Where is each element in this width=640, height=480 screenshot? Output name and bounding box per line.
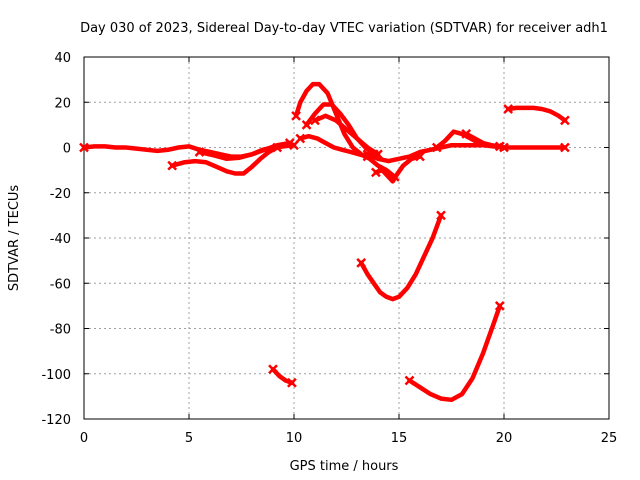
marker-stroke (79, 142, 89, 153)
series-line-s11 (463, 131, 503, 149)
marker-stroke (295, 133, 306, 144)
x-tick-label: 20 (496, 431, 513, 446)
y-tick-label: 40 (54, 51, 71, 66)
marker-stroke (284, 138, 295, 148)
axis-ticks: 0 5 10 15 20 25 -120 -100 -80 -60 -40 -20 0 20 40 (41, 51, 617, 446)
series-endpoint-marker (404, 375, 415, 386)
x-tick-label: 5 (185, 431, 193, 446)
series-line-s7 (312, 113, 381, 157)
series-endpoint-marker (415, 151, 425, 162)
x-tick-label: 0 (80, 431, 88, 446)
grid (84, 57, 609, 419)
marker-stroke (194, 147, 205, 157)
y-tick-label: -120 (41, 413, 71, 428)
y-axis-label: SDTVAR / TECUs (7, 185, 22, 292)
marker-stroke (301, 119, 312, 130)
series-endpoint-marker (301, 119, 312, 130)
series-line-s3 (197, 140, 293, 162)
marker-stroke (404, 375, 415, 386)
x-tick-label: 25 (601, 431, 618, 446)
series-endpoint-marker (295, 133, 306, 144)
marker-stroke (356, 258, 367, 268)
series-endpoint-marker (560, 142, 570, 153)
y-tick-label: -80 (50, 323, 71, 338)
series-endpoint-marker (310, 115, 320, 126)
marker-stroke (494, 141, 505, 152)
series-line-s9 (373, 154, 423, 184)
series-group (79, 81, 570, 403)
series-endpoint-marker (356, 258, 367, 268)
series-endpoint-marker (287, 377, 297, 388)
series-endpoint-marker (560, 115, 570, 126)
marker-stroke (560, 142, 570, 153)
y-tick-label: 0 (63, 142, 71, 157)
marker-stroke (268, 364, 278, 375)
series-line-s8 (365, 142, 568, 164)
x-tick-label: 15 (391, 431, 408, 446)
x-axis-label: GPS time / hours (290, 459, 399, 474)
series-endpoint-marker (268, 364, 278, 375)
marker-stroke (436, 210, 446, 221)
chart-title: Day 030 of 2023, Sidereal Day-to-day VTE… (80, 21, 608, 36)
series-endpoint-marker (494, 141, 505, 152)
series-endpoint-marker (461, 129, 472, 139)
y-tick-label: -20 (50, 187, 71, 202)
x-tick-label: 10 (286, 431, 303, 446)
series-endpoint-marker (362, 149, 373, 160)
series-line-s12 (505, 105, 568, 123)
series-endpoint-marker (284, 138, 295, 148)
marker-stroke (461, 129, 472, 139)
series-endpoint-marker (291, 110, 301, 121)
y-tick-label: -40 (50, 232, 71, 247)
series-endpoint-marker (436, 210, 446, 221)
marker-stroke (560, 115, 570, 126)
marker-stroke (291, 110, 301, 121)
series-endpoint-marker (431, 142, 442, 153)
series-line-s14 (407, 303, 503, 403)
marker-stroke (494, 300, 505, 311)
marker-stroke (503, 104, 514, 114)
marker-stroke (287, 377, 297, 388)
marker-stroke (362, 149, 373, 160)
marker-stroke (167, 160, 178, 171)
y-tick-label: -60 (50, 277, 71, 292)
series-endpoint-marker (371, 167, 381, 178)
series-line-s13 (358, 213, 444, 302)
y-tick-label: 20 (54, 96, 71, 111)
marker-stroke (415, 151, 425, 162)
series-endpoint-marker (194, 147, 205, 157)
marker-stroke (310, 115, 320, 126)
series-endpoint-marker (494, 300, 505, 311)
marker-stroke (371, 167, 381, 178)
marker-stroke (499, 142, 509, 153)
series-endpoint-marker (167, 160, 178, 171)
y-tick-label: -100 (41, 368, 71, 383)
series-endpoint-marker (503, 104, 514, 114)
series-line-s6 (298, 133, 370, 159)
series-line-s2 (169, 145, 280, 176)
marker-stroke (431, 142, 442, 153)
series-endpoint-marker (79, 142, 89, 153)
